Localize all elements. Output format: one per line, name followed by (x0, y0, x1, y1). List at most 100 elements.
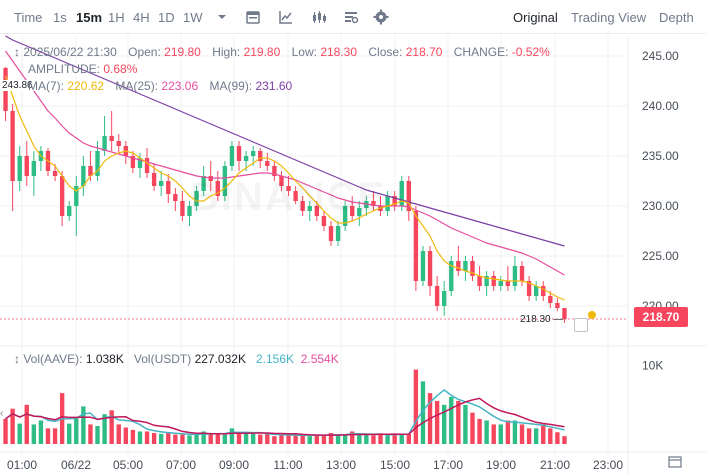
ma99-label: MA(99): (209, 79, 253, 93)
volume-value: 1.038K (85, 352, 124, 366)
volume-usdt-label: Vol(USDT) (133, 352, 192, 366)
candles-icon[interactable] (311, 9, 327, 25)
volume-bar (158, 433, 164, 444)
time-tick-label: 06/22 (61, 458, 91, 472)
volume-bar (208, 433, 213, 444)
interval-4h[interactable]: 4H (133, 10, 150, 25)
volume-bar (180, 434, 185, 444)
candle-body (371, 201, 376, 206)
volume-bar (38, 420, 44, 444)
candle-body (477, 276, 482, 286)
price-tick-label: 230.00 (642, 199, 679, 213)
volume-bar (378, 433, 383, 444)
candle-body (201, 176, 206, 191)
volume-bar (52, 428, 58, 444)
volume-info: ↕ Vol(AAVE): 1.038K Vol(USDT) 227.032K 2… (14, 352, 339, 366)
alert-dot-icon[interactable] (588, 311, 596, 319)
volume-bar (109, 410, 114, 444)
volume-bar (463, 404, 468, 444)
volume-bar (385, 435, 390, 444)
ma7-line (4, 75, 565, 301)
tab-depth[interactable]: Depth (659, 10, 694, 25)
candle-body (265, 161, 270, 166)
volume-bar (434, 400, 440, 444)
candle-body (413, 211, 419, 281)
volume-bar (406, 433, 412, 444)
change-value: -0.52% (511, 45, 550, 59)
volume-bar (314, 435, 320, 444)
collapse-arrow-icon[interactable]: ‹ (0, 408, 4, 419)
low-marker: 218.30 — (520, 314, 564, 325)
candle-body (357, 208, 362, 216)
high-value: 219.80 (243, 45, 281, 59)
watermark: BINANCE (190, 175, 386, 220)
volume-bar (10, 408, 15, 444)
gear-icon[interactable] (373, 9, 389, 25)
interval-1s[interactable]: 1s (53, 10, 67, 25)
volume-bar (541, 424, 546, 444)
candle-body (420, 251, 426, 281)
volume-bar (526, 428, 532, 444)
candle-body (222, 166, 228, 196)
volume-bar (243, 433, 249, 444)
calendar-icon[interactable] (245, 9, 261, 25)
candle-body (180, 201, 185, 216)
interval-1h[interactable]: 1H (108, 10, 125, 25)
tab-trading-view[interactable]: Trading View (571, 10, 647, 25)
candle-body (59, 176, 65, 216)
high-label: High: (212, 45, 241, 59)
tab-original[interactable]: Original (513, 10, 558, 25)
candle-body (74, 186, 79, 206)
volume-bar (286, 435, 291, 444)
high-marker-value: 243.86 (2, 80, 33, 91)
order-icon[interactable] (574, 318, 588, 332)
close-value: 218.70 (405, 45, 443, 59)
expand-icon[interactable]: ↕ (14, 45, 20, 59)
volume-bar (441, 404, 447, 444)
candle-body (555, 303, 560, 308)
volume-bar (498, 424, 503, 444)
volume-bar (24, 404, 29, 444)
volume-ma-lines (5, 388, 565, 437)
interval-1w[interactable]: 1W (183, 10, 203, 25)
volume-bar (236, 432, 242, 444)
volume-bar (194, 434, 199, 444)
candle-body (166, 181, 171, 194)
ma25-label: MA(25): (115, 79, 159, 93)
candle-body (350, 206, 355, 216)
candle-body (498, 281, 503, 286)
indicator-icon[interactable] (278, 9, 294, 25)
volume-bar (342, 434, 348, 444)
time-tick-label: 15:00 (380, 458, 410, 472)
candle-body (17, 156, 22, 181)
time-tick-label: 01:00 (7, 458, 37, 472)
volume-bars (3, 369, 567, 444)
candle-body (505, 281, 511, 286)
chart-settings-icon[interactable] (668, 455, 682, 469)
price-tick-label: 235.00 (642, 149, 679, 163)
chevron-down-icon[interactable] (214, 9, 230, 25)
candle-body (441, 291, 447, 306)
chart-grid (0, 36, 707, 474)
volume-label: Vol(AAVE): (23, 352, 83, 366)
interval-1d[interactable]: 1D (158, 10, 175, 25)
time-tick-label: 21:00 (540, 458, 570, 472)
interval-15m[interactable]: 15m (76, 10, 103, 25)
candle-body (88, 166, 93, 176)
volume-bar (519, 424, 525, 444)
volume-bar (201, 431, 206, 444)
candle-body (314, 206, 320, 216)
volume-bar (484, 420, 489, 444)
volume-bar (449, 397, 454, 444)
candle-body (102, 136, 107, 151)
volume-bar (562, 436, 567, 444)
layers-icon[interactable] (343, 9, 359, 25)
moving-average-lines (4, 35, 565, 301)
interval-time[interactable]: Time (14, 10, 43, 25)
candle-body (116, 141, 121, 146)
volume-bar (272, 436, 277, 444)
candle-body (151, 173, 157, 186)
price-tick-label: 240.00 (642, 99, 679, 113)
expand-volume-icon[interactable]: ↕ (14, 352, 20, 366)
candle-body (321, 216, 327, 226)
